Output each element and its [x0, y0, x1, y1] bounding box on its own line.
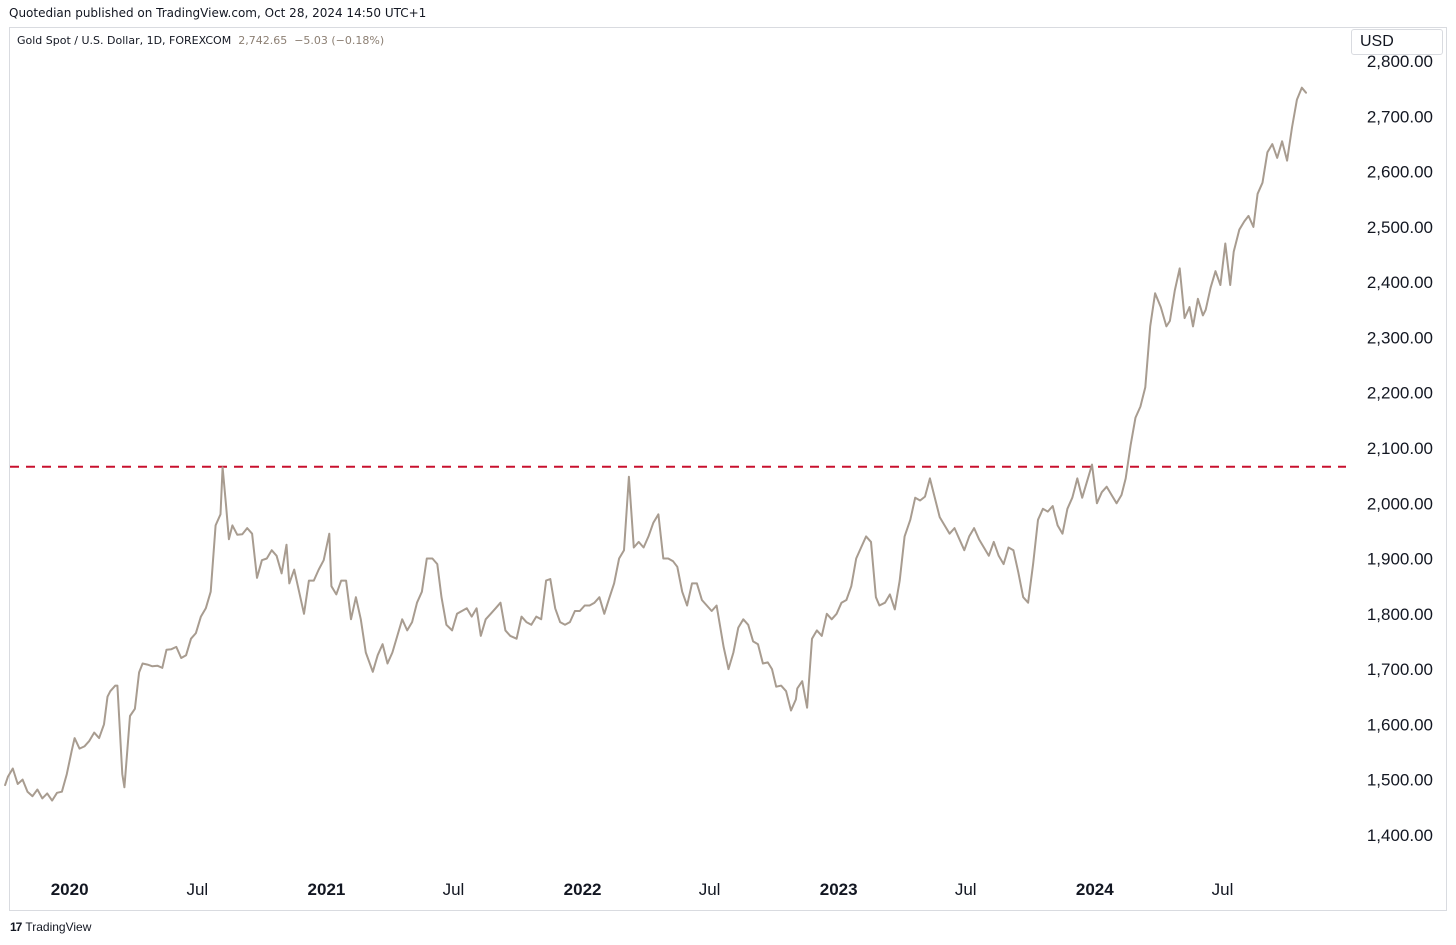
y-tick-label: 2,600.00: [1367, 163, 1433, 182]
x-tick-label: Jul: [955, 880, 977, 899]
y-tick-label: 1,700.00: [1367, 660, 1433, 679]
y-tick-label: 2,500.00: [1367, 218, 1433, 237]
x-tick-label: 2022: [564, 880, 602, 899]
x-tick-label: 2023: [820, 880, 858, 899]
brand-name: TradingView: [25, 920, 92, 934]
y-tick-label: 1,400.00: [1367, 826, 1433, 845]
y-tick-label: 2,200.00: [1367, 384, 1433, 403]
x-tick-label: Jul: [1212, 880, 1234, 899]
y-tick-label: 1,800.00: [1367, 605, 1433, 624]
y-tick-label: 2,400.00: [1367, 273, 1433, 292]
x-tick-label: Jul: [443, 880, 465, 899]
y-tick-label: 2,000.00: [1367, 494, 1433, 513]
y-tick-label: 2,800.00: [1367, 52, 1433, 71]
tradingview-logo-icon: 17: [10, 920, 22, 934]
x-tick-label: 2020: [51, 880, 89, 899]
x-tick-label: Jul: [699, 880, 721, 899]
y-tick-label: 2,300.00: [1367, 328, 1433, 347]
x-tick-label: 2021: [308, 880, 346, 899]
x-tick-label: Jul: [186, 880, 208, 899]
y-tick-label: 1,500.00: [1367, 771, 1433, 790]
last-price: 2,742.65: [238, 34, 288, 47]
y-tick-label: 1,600.00: [1367, 715, 1433, 734]
y-tick-label: 2,100.00: [1367, 439, 1433, 458]
chart-pane[interactable]: [9, 27, 1447, 911]
price-change: −5.03 (−0.18%): [294, 34, 385, 47]
x-tick-label: 2024: [1076, 880, 1114, 899]
footer: 17 TradingView: [10, 920, 91, 934]
y-tick-label: 1,900.00: [1367, 550, 1433, 569]
currency-selector[interactable]: USD: [1351, 29, 1443, 55]
y-tick-label: 2,700.00: [1367, 107, 1433, 126]
price-line-series: [4, 86, 1307, 802]
published-by-text: Quotedian published on TradingView.com, …: [9, 6, 427, 20]
symbol-description: Gold Spot / U.S. Dollar, 1D, FOREXCOM: [17, 34, 232, 47]
symbol-legend: Gold Spot / U.S. Dollar, 1D, FOREXCOM 2,…: [17, 34, 384, 47]
